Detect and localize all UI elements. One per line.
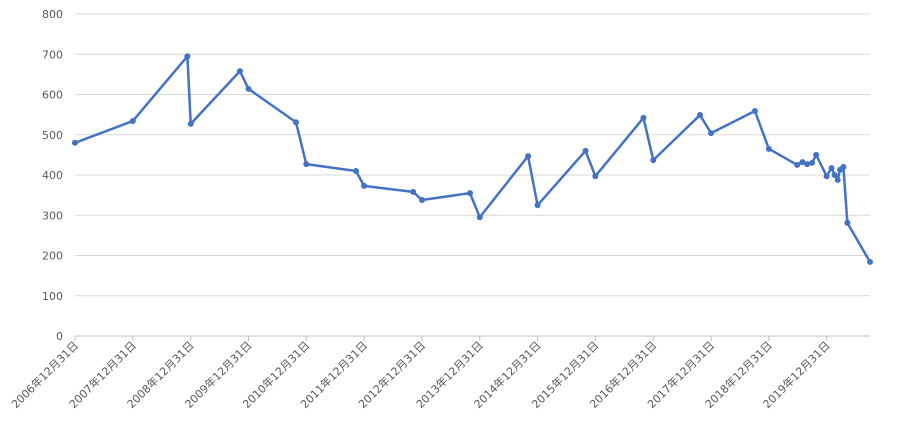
data-point — [834, 176, 841, 183]
y-tick-label: 600 — [42, 89, 63, 102]
data-point — [187, 120, 194, 127]
data-point — [828, 165, 835, 172]
data-point — [794, 161, 801, 168]
data-point — [592, 173, 599, 180]
data-point — [129, 118, 136, 125]
data-point — [466, 190, 473, 197]
data-point — [534, 202, 541, 209]
data-point — [844, 219, 851, 226]
data-point — [813, 151, 820, 158]
data-point — [804, 161, 811, 168]
y-tick-label: 700 — [42, 48, 63, 61]
data-point — [352, 167, 359, 174]
data-point — [476, 214, 483, 221]
data-point — [708, 130, 715, 137]
data-point — [696, 112, 703, 119]
data-point — [245, 85, 252, 92]
data-point — [650, 157, 657, 164]
data-point — [361, 182, 368, 189]
data-point — [867, 258, 873, 265]
data-point — [840, 163, 847, 170]
y-tick-label: 200 — [42, 250, 63, 263]
data-point — [292, 119, 299, 126]
y-tick-label: 500 — [42, 129, 63, 142]
y-tick-label: 300 — [42, 209, 63, 222]
data-point — [799, 159, 806, 166]
data-point — [303, 161, 310, 168]
data-point — [823, 173, 830, 180]
y-tick-label: 400 — [42, 169, 63, 182]
data-point — [809, 159, 816, 166]
data-point — [765, 145, 772, 152]
data-point — [751, 108, 758, 115]
data-point — [419, 196, 426, 203]
y-tick-label: 100 — [42, 290, 63, 303]
data-point — [640, 114, 647, 121]
data-point — [236, 68, 243, 75]
data-point — [582, 147, 589, 154]
y-tick-label: 0 — [56, 330, 63, 343]
data-point — [72, 139, 78, 146]
data-point — [525, 153, 532, 160]
data-point — [410, 188, 417, 195]
data-line — [74, 55, 872, 263]
data-point — [184, 53, 191, 60]
data-point — [831, 172, 838, 178]
y-tick-label: 800 — [42, 8, 63, 21]
